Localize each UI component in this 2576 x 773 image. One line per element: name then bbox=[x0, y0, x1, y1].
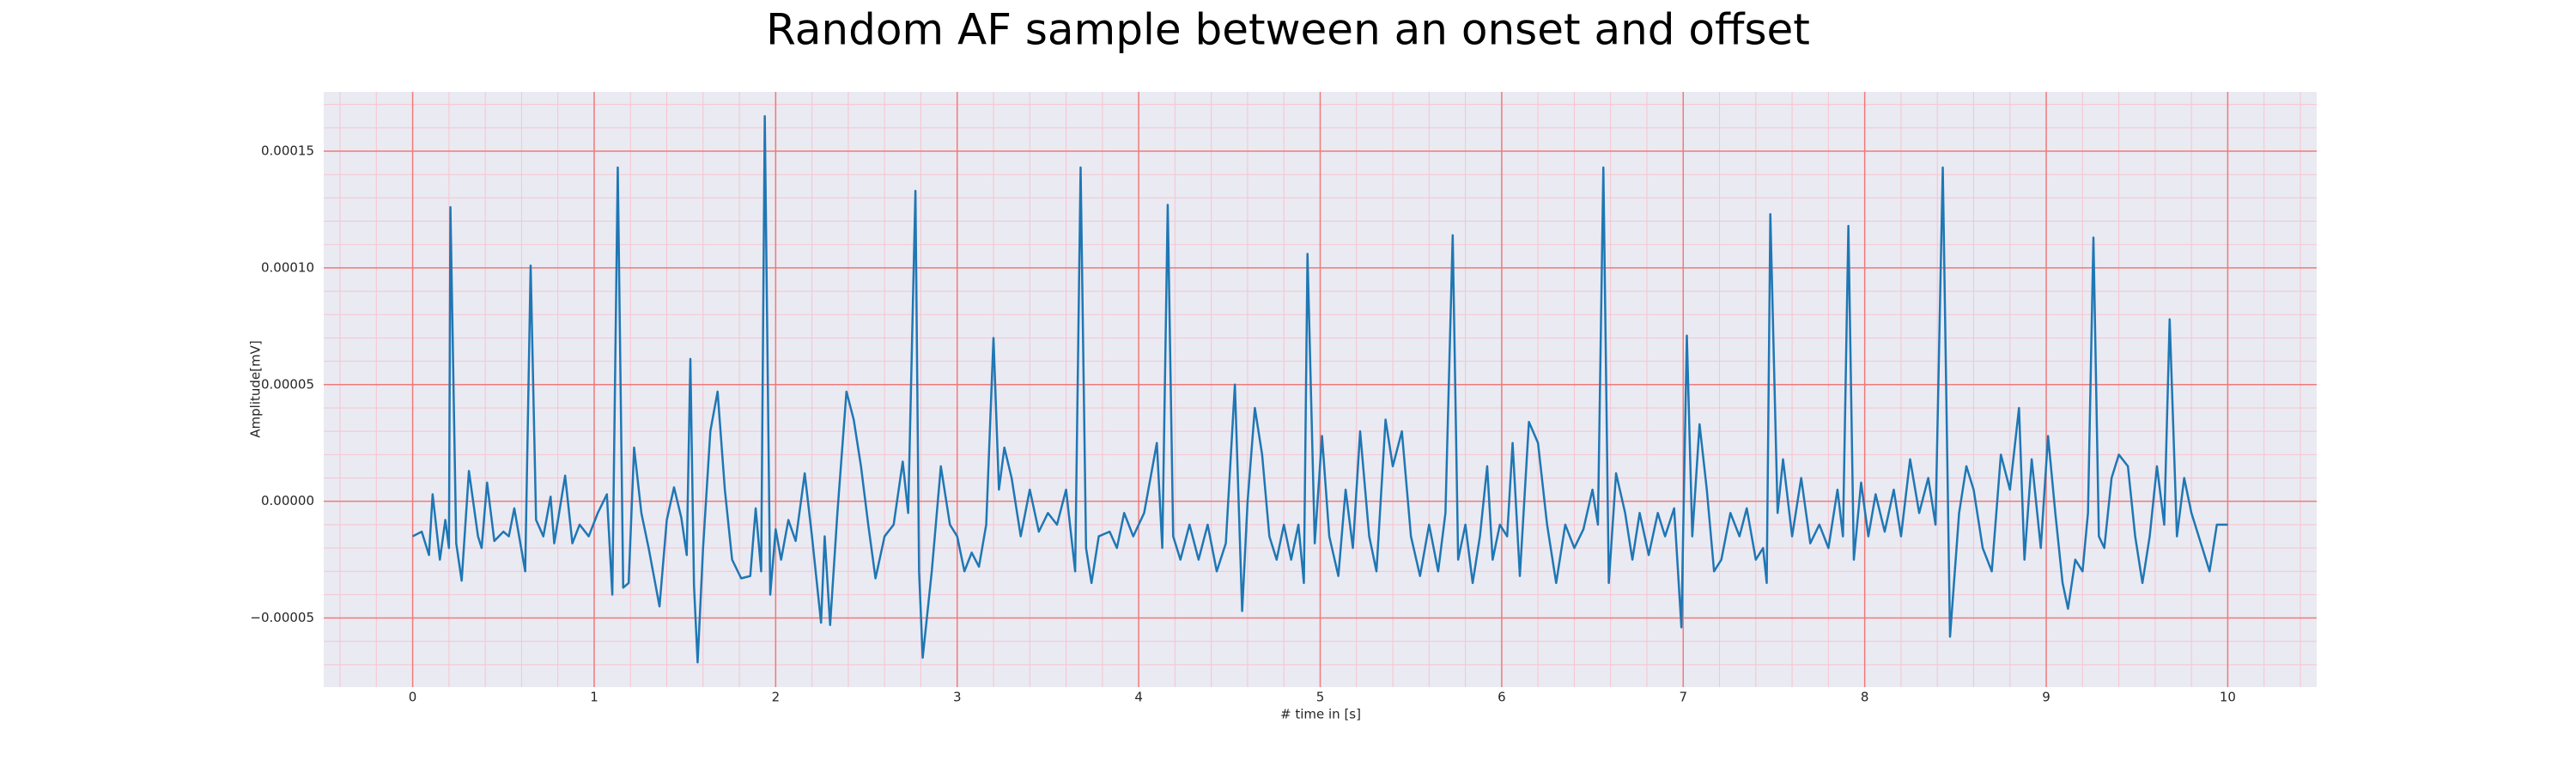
x-tick-label: 0 bbox=[409, 690, 417, 705]
y-tick-label: −0.00005 bbox=[250, 610, 314, 625]
x-tick-label: 10 bbox=[2220, 690, 2236, 705]
x-tick-label: 5 bbox=[1316, 690, 1325, 705]
x-tick-label: 4 bbox=[1134, 690, 1143, 705]
y-tick-label: 0.00010 bbox=[261, 259, 314, 275]
x-tick-label: 9 bbox=[2042, 690, 2050, 705]
x-tick-label: 1 bbox=[590, 690, 598, 705]
y-tick-label: 0.00000 bbox=[261, 493, 314, 508]
x-tick-label: 7 bbox=[1679, 690, 1687, 705]
x-axis-label: # time in [s] bbox=[1280, 707, 1361, 722]
chart-title: Random AF sample between an onset and of… bbox=[766, 5, 1810, 55]
y-tick-label: 0.00015 bbox=[261, 143, 314, 159]
x-tick-label: 6 bbox=[1498, 690, 1506, 705]
y-tick-label: 0.00005 bbox=[261, 376, 314, 392]
x-tick-label: 8 bbox=[1861, 690, 1869, 705]
y-axis-label: Amplitude[mV] bbox=[248, 340, 264, 437]
x-tick-label: 2 bbox=[772, 690, 781, 705]
x-tick-label: 3 bbox=[953, 690, 962, 705]
signal-line bbox=[412, 115, 2228, 664]
